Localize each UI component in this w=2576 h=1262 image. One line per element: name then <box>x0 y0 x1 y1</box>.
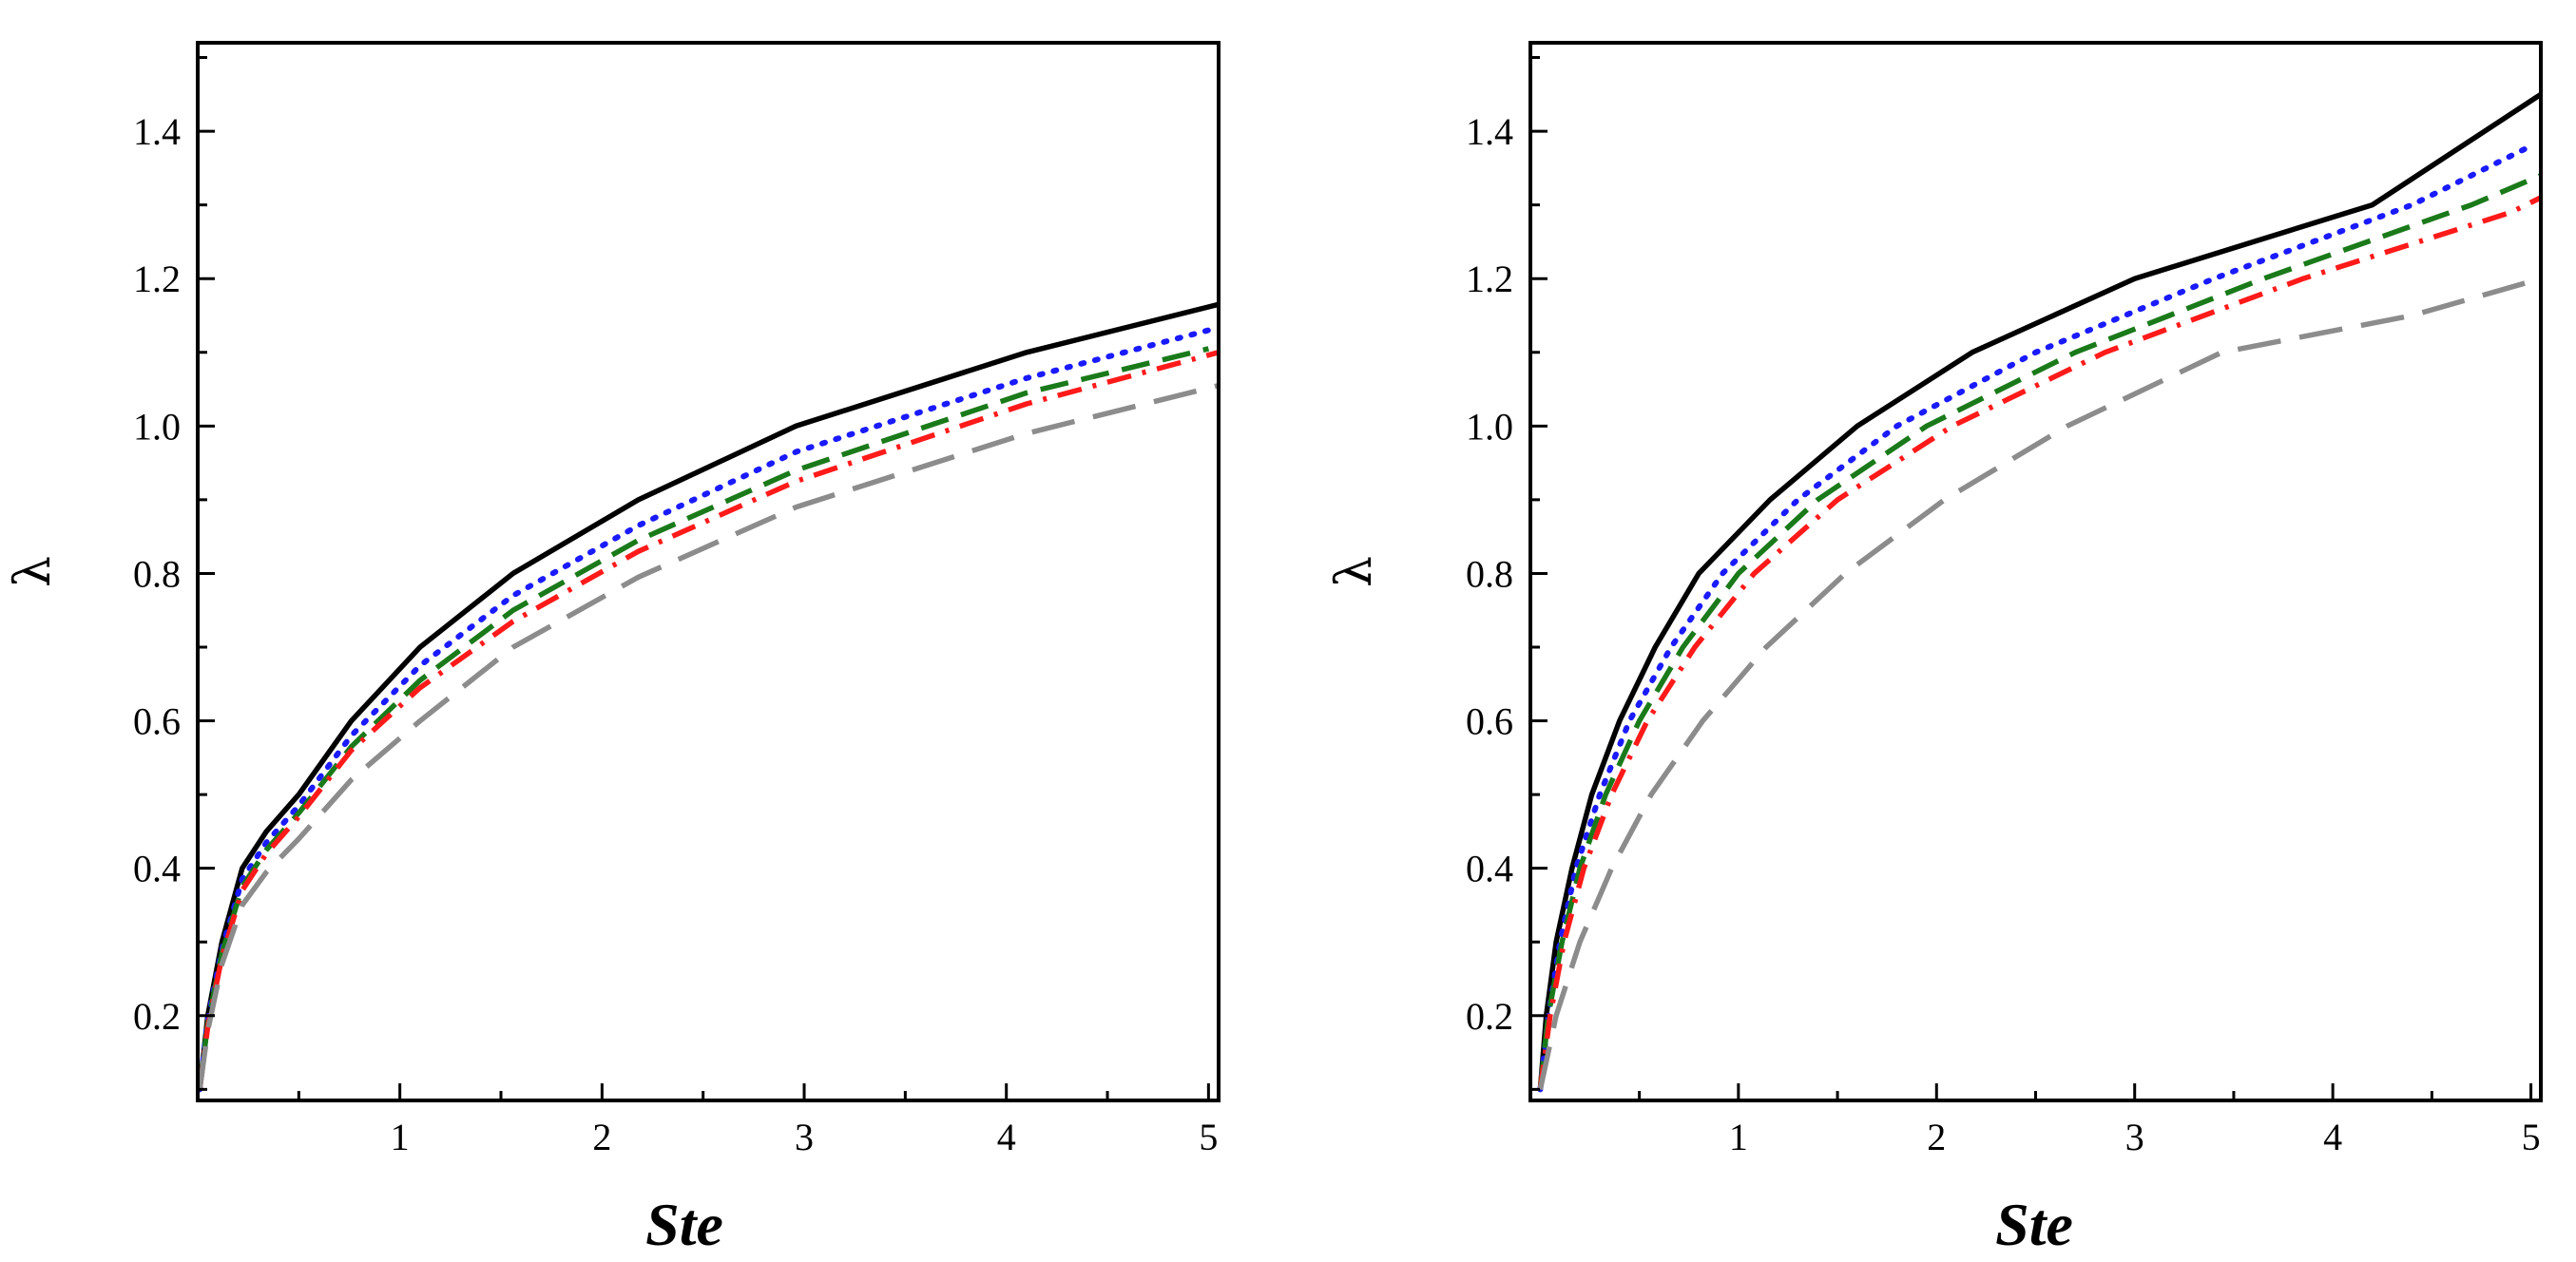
x-axis-title: Ste <box>645 1191 723 1258</box>
plot-frame <box>196 41 1221 1102</box>
plot-frame <box>1528 41 2543 1102</box>
x-tick-label: 4 <box>2323 1116 2342 1158</box>
x-tick-label: 2 <box>592 1116 611 1158</box>
series-line-green-dashed <box>1537 173 2541 1090</box>
x-tick-label: 5 <box>1199 1116 1218 1158</box>
y-tick-label: 1.2 <box>1466 258 1513 300</box>
y-tick-label: 0.6 <box>1466 700 1513 743</box>
x-tick-label: 3 <box>2125 1116 2144 1158</box>
y-tick-label: 1.0 <box>133 405 181 448</box>
series-group <box>198 301 1219 1093</box>
series-group <box>1537 92 2541 1093</box>
y-tick-label: 1.2 <box>133 258 181 300</box>
y-tick-label: 1.4 <box>133 110 181 153</box>
x-tick-label: 2 <box>1927 1116 1946 1158</box>
y-tick-label: 1.0 <box>1466 405 1513 448</box>
series-line-black-solid <box>198 301 1219 1090</box>
y-tick-label: 0.4 <box>1466 848 1513 890</box>
y-tick-label: 1.4 <box>1466 110 1513 153</box>
x-tick-label: 1 <box>391 1116 410 1158</box>
y-axis-title: λ <box>1331 556 1383 587</box>
y-axis-title: λ <box>5 556 62 587</box>
series-line-black-solid <box>1537 92 2541 1090</box>
chart-right: 1 2 3 4 5 0.2 0.4 0.6 0.8 1.0 1.2 1.4 Ste λ <box>1331 41 2543 1258</box>
x-tick-label: 4 <box>997 1116 1016 1158</box>
x-tick-label: 3 <box>795 1116 814 1158</box>
x-tick-label: 5 <box>2522 1116 2541 1158</box>
x-axis-title: Ste <box>1995 1191 2073 1258</box>
y-tick-label: 0.8 <box>133 552 181 595</box>
series-line-red-dashdot <box>198 350 1219 1090</box>
series-line-gray-longdash <box>1537 276 2541 1090</box>
y-tick-label: 0.6 <box>133 700 181 743</box>
y-tick-label: 0.2 <box>133 995 181 1038</box>
series-line-gray-longdash <box>198 383 1219 1090</box>
y-tick-label: 0.4 <box>133 848 181 890</box>
chart-left: 1 2 3 4 5 0.2 0.4 0.6 0.8 1.0 1.2 1.4 Ste λ <box>5 41 1221 1258</box>
y-tick-label: 0.2 <box>1466 995 1513 1038</box>
series-line-red-dashdot <box>1537 195 2541 1090</box>
series-line-blue-dotted <box>198 327 1212 1093</box>
series-line-blue-dotted <box>1537 143 2534 1093</box>
y-tick-label: 0.8 <box>1466 552 1513 595</box>
x-tick-label: 1 <box>1729 1116 1748 1158</box>
series-line-green-dashed <box>198 346 1210 1090</box>
